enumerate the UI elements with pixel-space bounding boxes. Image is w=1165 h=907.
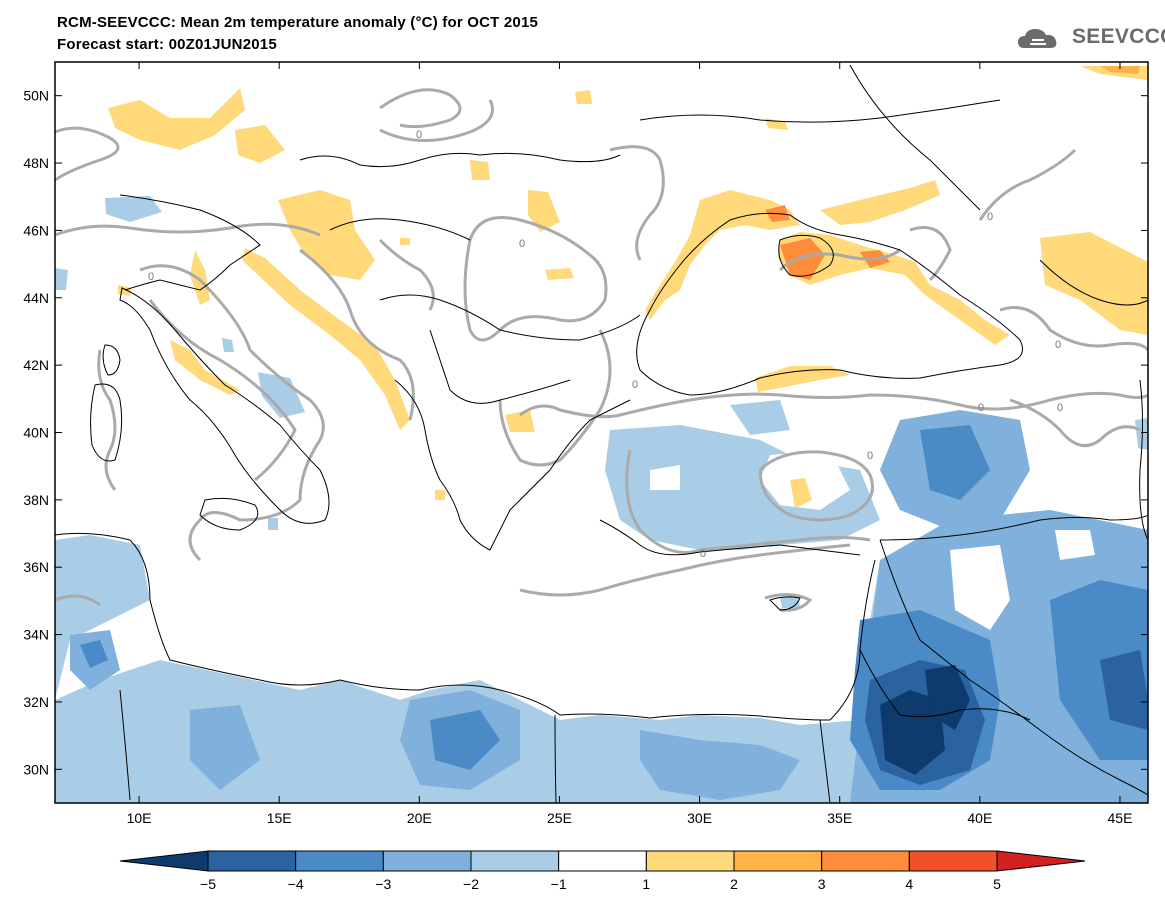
lat-label: 34N: [23, 627, 49, 643]
colorbar-swatch: [558, 850, 647, 872]
contour-label: 0: [978, 402, 984, 414]
colorbar-label: 2: [730, 876, 738, 892]
lat-label: 32N: [23, 694, 49, 710]
colorbar-label: 1: [642, 876, 650, 892]
colorbar-swatch: [382, 850, 472, 872]
lon-label: 25E: [547, 810, 572, 826]
seevccc-cloud-logo-icon: [1018, 29, 1057, 48]
lat-label: 38N: [23, 492, 49, 508]
lon-label: 40E: [967, 810, 992, 826]
lat-label: 42N: [23, 357, 49, 373]
colorbar-swatch: [908, 850, 998, 872]
lon-label: 35E: [827, 810, 852, 826]
colorbar-swatch: [207, 850, 297, 872]
colorbar-label: −2: [463, 876, 479, 892]
latitude-axis: 50N 48N 46N 44N 42N 40N 38N 36N 34N 32N 30N: [23, 88, 1148, 777]
lon-label: 20E: [407, 810, 432, 826]
lat-label: 46N: [23, 222, 49, 238]
lat-label: 30N: [23, 761, 49, 777]
contour-label: 0: [1055, 339, 1061, 351]
contour-label: 0: [519, 238, 525, 250]
contour-label: 0: [867, 450, 873, 462]
colorbar-swatch: [470, 850, 560, 872]
colorbar-swatch: [295, 850, 384, 872]
contour-label: 0: [416, 129, 422, 141]
zero-contours: [55, 88, 1148, 612]
map-title: RCM-SEEVCCC: Mean 2m temperature anomaly…: [57, 14, 539, 31]
colorbar-label: −3: [375, 876, 391, 892]
positive-anomaly-central-europe: [108, 88, 245, 150]
lat-label: 44N: [23, 290, 49, 306]
lat-label: 48N: [23, 155, 49, 171]
logo-text: SEEVCCC: [1072, 25, 1165, 48]
contour-labels: 0 0 0 0 0 0 0 0 0 0: [148, 129, 1063, 560]
colorbar-label: −5: [200, 876, 216, 892]
lat-label: 36N: [23, 559, 49, 575]
contour-label: 0: [148, 271, 154, 283]
contour-label: 0: [1057, 402, 1063, 414]
lat-label: 40N: [23, 425, 49, 441]
forecast-start-subtitle: Forecast start: 00Z01JUN2015: [57, 36, 277, 53]
contour-label: 0: [632, 379, 638, 391]
colorbar-min-triangle: [119, 850, 209, 872]
colorbar: −5 −4 −3 −2 −1 1 2 3 4 5: [119, 850, 1086, 892]
contour-label: 0: [987, 211, 993, 223]
map-field: 0 0 0 0 0 0 0 0 0 0: [55, 62, 1148, 803]
colorbar-label: 3: [818, 876, 826, 892]
colorbar-label: −1: [551, 876, 567, 892]
lat-label: 50N: [23, 88, 49, 104]
colorbar-label: 5: [993, 876, 1001, 892]
coastlines-and-borders: [55, 64, 1148, 803]
colorbar-label: 4: [905, 876, 913, 892]
negative-anomaly-north-africa: [55, 535, 150, 700]
colorbar-swatch: [645, 850, 735, 872]
lon-label: 15E: [267, 810, 292, 826]
colorbar-max-triangle: [996, 850, 1086, 872]
colorbar-swatch: [821, 850, 910, 872]
colorbar-label: −4: [288, 876, 304, 892]
lon-label: 10E: [127, 810, 152, 826]
lon-label: 30E: [687, 810, 712, 826]
colorbar-swatch: [733, 850, 823, 872]
longitude-axis: 10E 15E 20E 25E 30E 35E 40E 45E: [127, 62, 1133, 826]
lon-label: 45E: [1108, 810, 1133, 826]
contour-label: 0: [700, 548, 706, 560]
